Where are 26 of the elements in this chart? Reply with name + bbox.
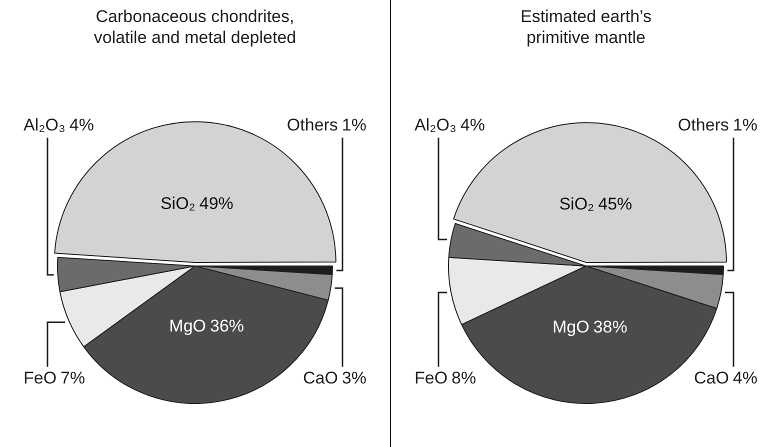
data-label: 49% bbox=[199, 194, 234, 213]
data-label: 36% bbox=[210, 316, 244, 336]
slice-label: Others bbox=[678, 115, 729, 134]
data-label: 8% bbox=[452, 368, 476, 388]
slice-label: CaO bbox=[302, 368, 338, 388]
data-label: 4% bbox=[732, 368, 758, 388]
slice-label: SiO₂ bbox=[559, 194, 594, 214]
data-label: 38% bbox=[593, 317, 628, 336]
slice-label: MgO bbox=[169, 316, 206, 336]
slice-label: FeO bbox=[414, 368, 448, 388]
data-label: 1% bbox=[732, 115, 758, 134]
slice-label: FeO bbox=[24, 368, 57, 388]
slice-label: Others bbox=[286, 115, 338, 134]
data-label: 1% bbox=[342, 115, 367, 134]
data-label: 4% bbox=[460, 115, 485, 134]
slice-label: Al₂O₃ bbox=[24, 115, 66, 134]
data-label: 3% bbox=[342, 368, 367, 388]
data-label: 45% bbox=[598, 194, 632, 214]
data-label: 4% bbox=[69, 115, 94, 134]
chart-title: Carbonaceous chondrites, volatile and metal depleted bbox=[92, 6, 298, 49]
slice-label: SiO₂ bbox=[160, 194, 196, 213]
data-label: 7% bbox=[60, 368, 86, 388]
slice-label: MgO bbox=[552, 317, 590, 336]
slice-label: CaO bbox=[694, 368, 729, 388]
chart-title: Estimated earth’s primitive mantle bbox=[519, 6, 653, 49]
slice-label: Al₂O₃ bbox=[414, 115, 456, 134]
